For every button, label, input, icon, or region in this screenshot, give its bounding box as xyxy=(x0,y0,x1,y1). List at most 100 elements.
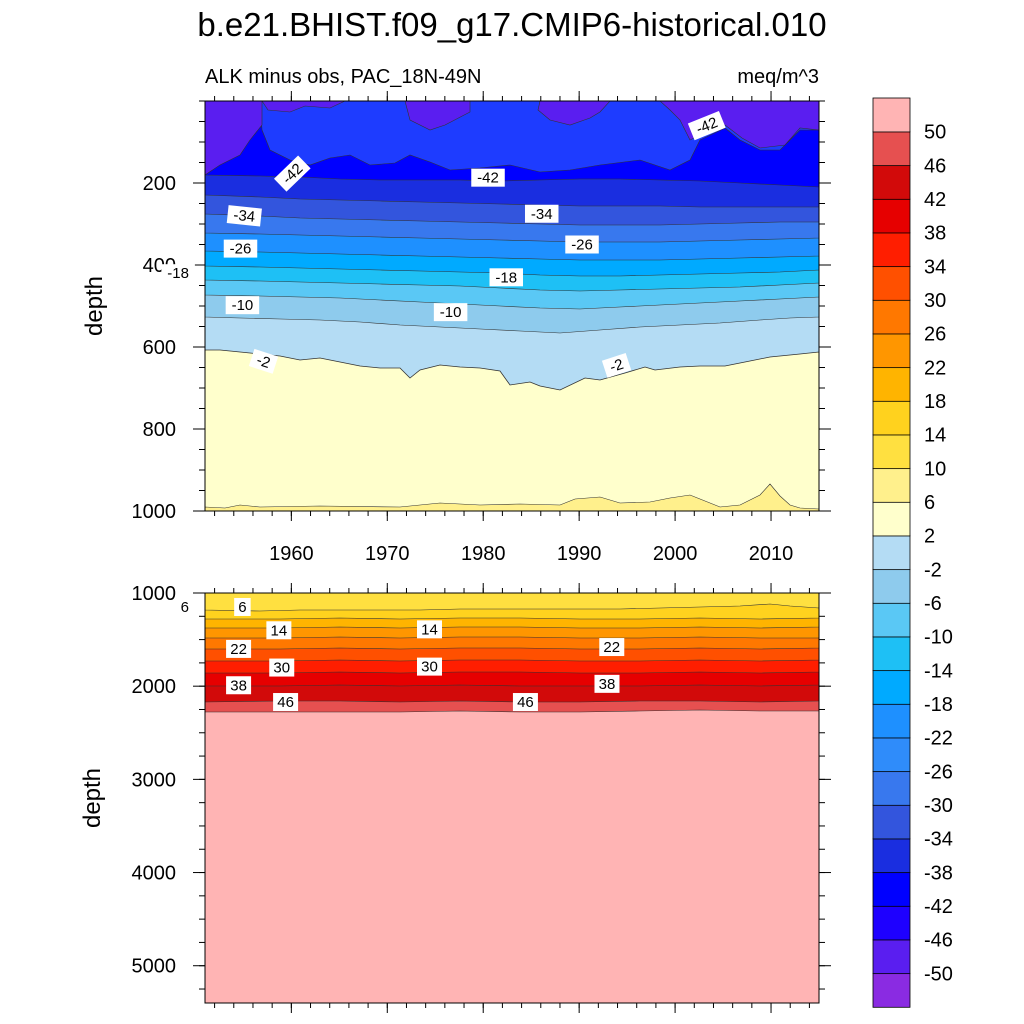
contour-label: -2 xyxy=(248,348,279,374)
chart-units: meq/m^3 xyxy=(737,66,819,88)
upper-panel: 1960 1970 1980 1990 2000 20102004006008001000… xyxy=(81,91,831,565)
colorbar-tick-label: 2 xyxy=(924,526,935,548)
contour-label-box xyxy=(524,204,559,223)
contour-label: -42 xyxy=(687,110,726,141)
contour-label-box xyxy=(512,693,538,712)
upper-x-tick-label: 2000 xyxy=(653,543,698,565)
colorbar-tick-label: -50 xyxy=(924,963,953,985)
contour-label: -18 xyxy=(161,264,195,283)
lower-band-10 xyxy=(205,593,819,612)
contour-label: 6 xyxy=(176,597,194,616)
colorbar-swatch xyxy=(872,535,911,571)
upper-x-tick-label: 1980 xyxy=(461,543,506,565)
contour-label-text: -26 xyxy=(571,237,593,254)
contour-label-text: 22 xyxy=(603,639,620,656)
contour-label-text: 38 xyxy=(230,677,247,694)
contour-label: -10 xyxy=(433,303,468,322)
contour-label: 22 xyxy=(226,639,252,658)
contour-label-box xyxy=(416,657,442,676)
contour-label: 46 xyxy=(273,693,299,712)
contour-label-box xyxy=(471,168,505,187)
lower-y-tick-label: 2000 xyxy=(132,676,177,698)
colorbar-swatch xyxy=(872,905,911,941)
contour-label: -26 xyxy=(223,239,258,258)
contour-label: 22 xyxy=(599,638,625,657)
contour-label: -34 xyxy=(226,205,262,227)
contour-label-text: 46 xyxy=(517,694,534,711)
colorbar-swatch xyxy=(872,198,911,234)
contour-label-box xyxy=(266,621,292,640)
chart-subtitle-left: ALK minus obs, PAC_18N-49N xyxy=(205,66,481,88)
colorbar-swatch xyxy=(872,871,911,907)
colorbar-tick-label: 46 xyxy=(924,155,946,177)
contour-label-box xyxy=(416,620,442,639)
colorbar-swatch xyxy=(872,703,911,739)
colorbar-swatch xyxy=(872,838,911,874)
colorbar-swatch xyxy=(872,467,911,503)
colorbar-tick-label: -42 xyxy=(924,896,953,918)
upper-band-minus50 xyxy=(205,101,819,176)
contour-label-box xyxy=(234,597,251,616)
contour-label-text: -42 xyxy=(694,114,720,138)
contour-label-text: -2 xyxy=(254,352,272,372)
lower-plot-frame xyxy=(204,592,820,1004)
contour-label-box xyxy=(226,205,262,227)
contour-label-box xyxy=(274,155,311,192)
contour-label-text: 46 xyxy=(277,694,294,711)
contour-label-text: -34 xyxy=(531,206,553,223)
contour-label-text: 22 xyxy=(230,641,247,658)
contour-label-box xyxy=(226,639,252,658)
colorbar-swatch xyxy=(872,131,911,167)
colorbar-swatch xyxy=(872,333,911,369)
contour-label-text: -10 xyxy=(440,304,462,321)
upper-contour-fills xyxy=(205,101,819,511)
colorbar-tick-label: -10 xyxy=(924,627,953,649)
upper-y-tick-label: 1000 xyxy=(132,501,177,523)
colorbar-tick-label: 42 xyxy=(924,189,946,211)
contour-label-box xyxy=(176,597,194,616)
colorbar-tick-label: 34 xyxy=(924,256,946,278)
contour-label-text: 38 xyxy=(599,676,616,693)
contour-label: -26 xyxy=(565,235,599,254)
colorbar-swatch xyxy=(872,568,911,604)
upper-y-tick-label: 600 xyxy=(143,337,176,359)
contour-label-box xyxy=(565,235,599,254)
colorbar-swatch xyxy=(872,669,911,705)
lower-contour-fills xyxy=(205,593,819,1003)
upper-x-tick-label: 2010 xyxy=(749,543,794,565)
colorbar-swatch xyxy=(872,434,911,470)
contour-label-box xyxy=(489,268,523,287)
chart-title: b.e21.BHIST.f09_g17.CMIP6-historical.010 xyxy=(197,6,826,43)
colorbar-tick-label: -22 xyxy=(924,728,953,750)
lower-axes: 1000 2000 3000 4000 5000 xyxy=(132,583,831,1013)
contour-label: 38 xyxy=(226,676,252,695)
colorbar-tick-label: -18 xyxy=(924,694,953,716)
lower-y-tick-label: 1000 xyxy=(132,583,177,605)
contour-label-text: -10 xyxy=(232,297,254,314)
colorbar-swatch xyxy=(872,97,911,133)
contour-label: 46 xyxy=(512,693,538,712)
colorbar-swatch xyxy=(872,939,911,975)
colorbar-tick-label: 6 xyxy=(924,492,935,514)
upper-y-tick-label: 800 xyxy=(143,419,176,441)
contour-label: -18 xyxy=(489,268,523,287)
contour-label-text: 6 xyxy=(238,599,246,616)
lower-panel: 1000 2000 3000 4000 5000 6 6 14 14 22 22 30 30 38 38 4… xyxy=(79,583,831,1013)
contour-label-box xyxy=(601,353,632,378)
colorbar-swatch xyxy=(872,400,911,436)
colorbar-tick-label: 38 xyxy=(924,223,946,245)
contour-label-box xyxy=(225,296,260,315)
upper-x-tick-label: 1990 xyxy=(557,543,602,565)
contour-label-text: -26 xyxy=(230,241,252,258)
colorbar-swatch xyxy=(872,804,911,840)
contour-label-text: -18 xyxy=(495,269,517,286)
contour-label-text: 30 xyxy=(421,659,438,676)
colorbar-swatch xyxy=(872,770,911,806)
lower-y-axis-label: depth xyxy=(79,768,106,828)
colorbar-tick-label: 22 xyxy=(924,357,946,379)
colorbar-tick-label: 50 xyxy=(924,122,946,144)
upper-y-tick-label: 200 xyxy=(143,173,176,195)
contour-label: 38 xyxy=(594,674,620,693)
contour-label-box xyxy=(599,638,625,657)
